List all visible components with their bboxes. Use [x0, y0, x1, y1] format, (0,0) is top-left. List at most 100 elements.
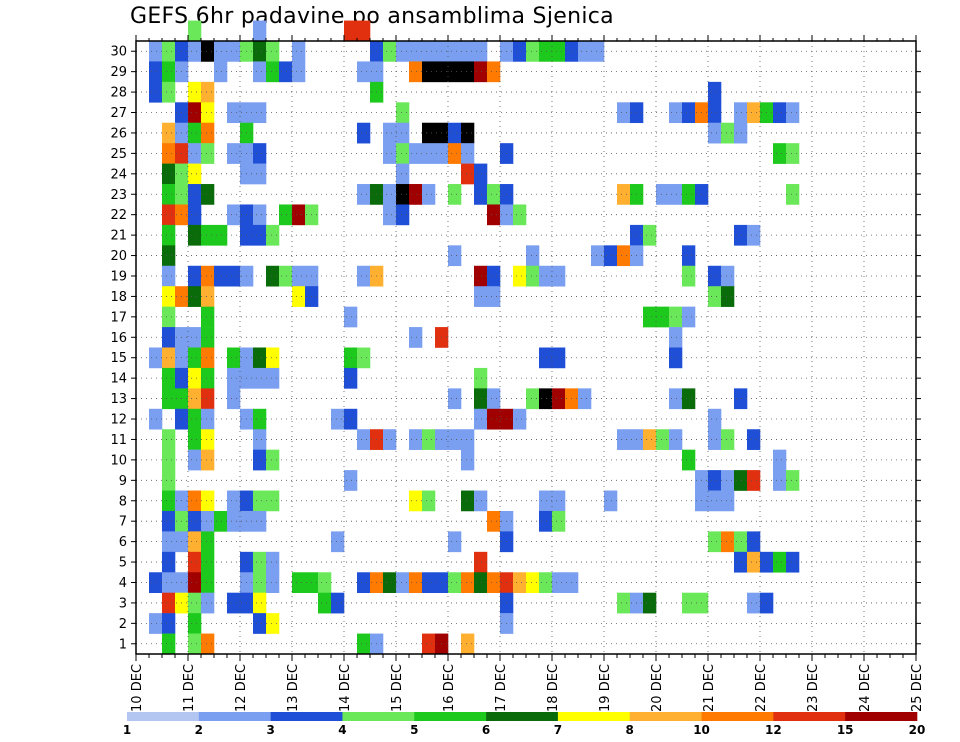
- heatmap-cell: [253, 592, 267, 614]
- heatmap-cell: [253, 551, 267, 573]
- heatmap-cell: [253, 204, 267, 226]
- heatmap-cell: [266, 551, 280, 573]
- heatmap-cell: [266, 613, 280, 634]
- heatmap-cell: [617, 429, 631, 450]
- heatmap-cell: [682, 306, 696, 328]
- heatmap-cell: [747, 551, 761, 573]
- heatmap-cell: [539, 572, 553, 593]
- heatmap-cell: [721, 531, 735, 553]
- heatmap-cell: [201, 347, 215, 369]
- y-tick-label: 2: [119, 617, 127, 632]
- heatmap-cell: [383, 429, 397, 450]
- heatmap-cell: [201, 551, 215, 573]
- heatmap-cell: [227, 490, 241, 512]
- heatmap-cell: [474, 367, 488, 389]
- heatmap-cell: [162, 204, 176, 226]
- heatmap-cell: [708, 429, 722, 450]
- heatmap-cell: [643, 592, 657, 614]
- y-tick-label: 6: [119, 535, 127, 550]
- heatmap-cell: [708, 265, 722, 287]
- heatmap-cell: [188, 184, 202, 205]
- heatmap-cell: [266, 490, 280, 512]
- heatmap-cell: [474, 572, 488, 593]
- heatmap-cell: [526, 265, 540, 287]
- heatmap-cell: [734, 102, 748, 124]
- heatmap-cell: [552, 490, 566, 512]
- heatmap-cell: [539, 347, 553, 369]
- heatmap-cell: [383, 184, 397, 205]
- heatmap-cell: [253, 163, 267, 185]
- y-axis: 1234567891011121314151617181920212223242…: [110, 45, 921, 652]
- colorbar-swatch: [845, 712, 918, 721]
- heatmap-cell: [461, 572, 475, 593]
- colorbar-label: 15: [837, 723, 854, 737]
- y-tick-label: 19: [110, 269, 127, 284]
- heatmap-cell: [422, 429, 436, 450]
- heatmap-cell: [747, 429, 761, 450]
- heatmap-cell: [188, 408, 202, 430]
- heatmap-cell: [396, 41, 410, 62]
- heatmap-cell: [201, 510, 215, 532]
- colorbar-swatch: [773, 712, 846, 721]
- heatmap-cell: [162, 347, 176, 369]
- heatmap-cell: [409, 184, 423, 205]
- heatmap-cell: [214, 61, 228, 83]
- heatmap-cell: [201, 184, 215, 205]
- heatmap-cell: [201, 306, 215, 328]
- heatmap-cell: [539, 490, 553, 512]
- y-tick-label: 7: [119, 515, 127, 530]
- heatmap-cell: [253, 408, 267, 430]
- heatmap-cell: [617, 592, 631, 614]
- heatmap-cell: [721, 490, 735, 512]
- heatmap-cell: [682, 592, 696, 614]
- heatmap-cell: [422, 490, 436, 512]
- x-tick-label: 20 DEC: [650, 664, 665, 712]
- heatmap-cell: [708, 286, 722, 307]
- heatmap-cell: [162, 572, 176, 593]
- heatmap-cell: [773, 470, 787, 491]
- heatmap-cell: [396, 143, 410, 164]
- y-tick-label: 1: [119, 637, 127, 652]
- heatmap-cell: [487, 388, 501, 410]
- heatmap-cell: [487, 572, 501, 593]
- heatmap-cell: [188, 163, 202, 185]
- heatmap-cell: [487, 265, 501, 287]
- y-tick-label: 23: [110, 188, 127, 203]
- heatmap-cell: [188, 510, 202, 532]
- heatmap-cell: [734, 531, 748, 553]
- x-tick-label: 18 DEC: [546, 664, 561, 712]
- heatmap-cell: [188, 429, 202, 450]
- heatmap-cell: [188, 551, 202, 573]
- heatmap-cell: [357, 633, 371, 655]
- y-tick-label: 28: [110, 86, 127, 101]
- colorbar-label: 4: [338, 723, 346, 737]
- heatmap-cell: [461, 633, 475, 655]
- heatmap-cell: [253, 613, 267, 634]
- colorbar-label: 12: [765, 723, 782, 737]
- heatmap-cell: [253, 572, 267, 593]
- heatmap-cell: [162, 388, 176, 410]
- heatmap-cell: [513, 408, 527, 430]
- heatmap-cell: [422, 572, 436, 593]
- heatmap-cell: [201, 286, 215, 307]
- heatmap-cell: [448, 143, 462, 164]
- heatmap-cell: [253, 224, 267, 246]
- heatmap-cell: [201, 449, 215, 471]
- heatmap-cell: [773, 102, 787, 124]
- heatmap-cell: [292, 572, 306, 593]
- heatmap-cell: [344, 20, 358, 42]
- y-tick-label: 8: [119, 494, 127, 509]
- heatmap-cell: [253, 20, 267, 42]
- heatmap-cell: [162, 551, 176, 573]
- heatmap-cell: [188, 367, 202, 389]
- heatmap-cell: [357, 572, 371, 593]
- heatmap-cell: [201, 490, 215, 512]
- x-tick-label: 25 DEC: [910, 664, 925, 712]
- heatmap-cell: [682, 245, 696, 267]
- y-tick-label: 11: [110, 433, 127, 448]
- x-tick-label: 23 DEC: [806, 664, 821, 712]
- heatmap-cell: [201, 429, 215, 450]
- heatmap-cell: [357, 184, 371, 205]
- heatmap-cell: [344, 367, 358, 389]
- heatmap-cell: [162, 429, 176, 450]
